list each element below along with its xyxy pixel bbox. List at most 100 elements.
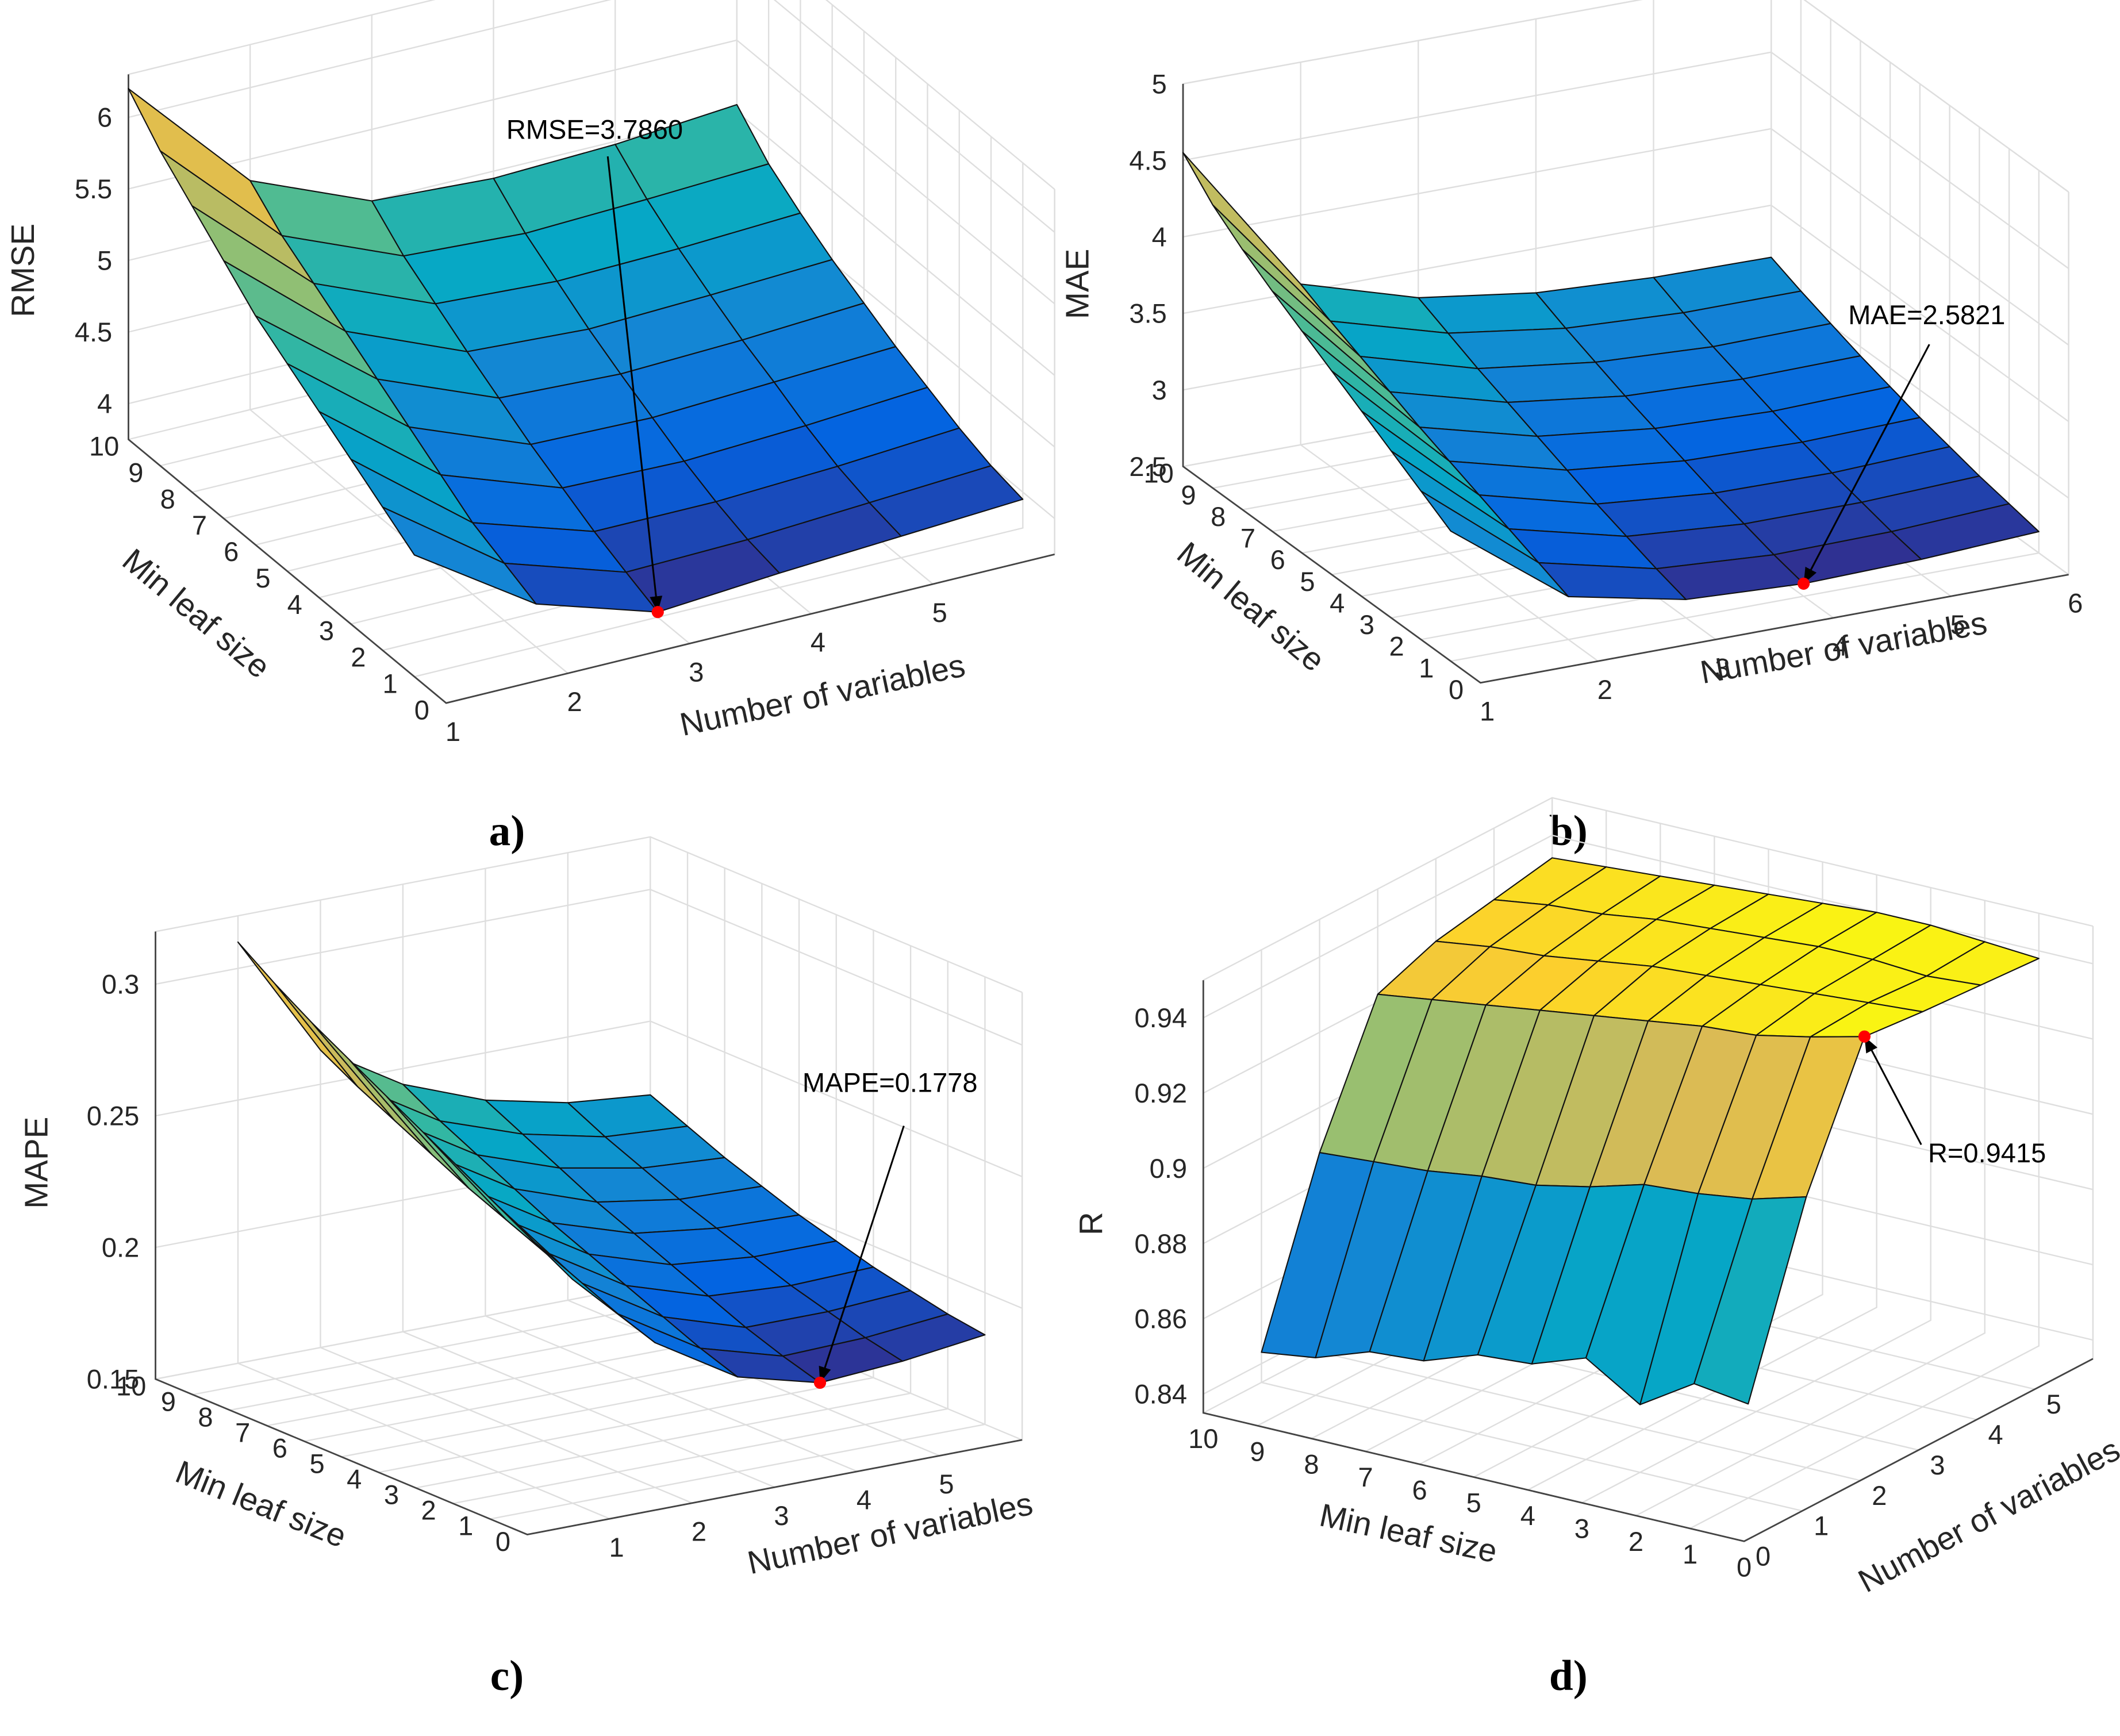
z-tick-label: 4	[97, 389, 112, 419]
y-tick-label: 1	[382, 668, 397, 698]
y-tick-label: 4	[347, 1464, 362, 1495]
y-tick-label: 0	[1449, 674, 1464, 705]
x-tick-label: 1	[445, 716, 460, 747]
x-tick-label: 2	[1597, 674, 1612, 705]
y-tick-label: 5	[1466, 1488, 1481, 1518]
x-tick-label: 3	[689, 656, 704, 687]
z-tick-label: 0.3	[102, 969, 139, 1000]
y-tick-label: 6	[1412, 1474, 1427, 1505]
y-tick-label: 1	[1683, 1539, 1697, 1569]
y-grid-line	[414, 163, 1024, 678]
z-tick-label: 6	[97, 102, 112, 133]
x-tick-label: 3	[1715, 652, 1730, 683]
y-tick-label: 1	[458, 1511, 473, 1541]
x-tick-label: 5	[2046, 1389, 2061, 1419]
panel-label: c)	[490, 1652, 524, 1700]
x-tick-label: 2	[692, 1516, 706, 1547]
z-tick-label: 4.5	[1129, 145, 1166, 175]
x-tick-label: 6	[2068, 587, 2083, 618]
x-tick-label: 5	[932, 597, 947, 628]
annotation-arrow	[819, 1126, 905, 1383]
y-tick-label: 9	[1250, 1436, 1265, 1466]
y-tick-label: 3	[1574, 1513, 1589, 1543]
z-tick-label: 5	[97, 245, 112, 276]
y-tick-label: 8	[160, 483, 175, 514]
x-tick-label: 4	[811, 627, 825, 658]
y-tick-label: 9	[1181, 479, 1196, 510]
z-tick-label: 0.9	[1150, 1153, 1187, 1184]
y-tick-label: 6	[224, 536, 239, 567]
surface-patch	[1693, 1196, 1807, 1405]
x-tick-label: 3	[774, 1500, 789, 1531]
annotation-text: MAPE=0.1778	[802, 1067, 978, 1098]
y-tick-label: 10	[1188, 1423, 1218, 1454]
x-tick-label: 4	[1833, 631, 1848, 662]
surface-patch	[1420, 490, 1569, 598]
x-tick-label: 5	[1950, 609, 1965, 640]
axis-line	[155, 931, 1023, 1536]
x-tick-label: 4	[857, 1485, 871, 1515]
y-tick-label: 1	[1419, 652, 1434, 683]
x-tick-label: 1	[1814, 1511, 1829, 1541]
annotation-text: R=0.9415	[1928, 1138, 2046, 1168]
y-tick-label: 2	[421, 1495, 436, 1526]
z-tick-label: 4.5	[75, 317, 112, 347]
annotation-arrow	[606, 156, 663, 612]
y-tick-label: 5	[255, 563, 270, 593]
y-tick-label: 3	[1359, 609, 1374, 640]
z-axis-label: MAE	[1059, 249, 1095, 319]
y-tick-label: 0	[414, 694, 429, 725]
surface-patch	[535, 1242, 656, 1343]
z-axis-label: R	[1073, 1212, 1109, 1235]
y-tick-label: 10	[1144, 458, 1174, 489]
y-tick-label: 8	[198, 1401, 213, 1432]
annotation-arrow	[1864, 1036, 1922, 1146]
x-tick-label: 0	[1756, 1541, 1770, 1572]
z-axis-label: MAPE	[18, 1117, 54, 1209]
axis-line	[1202, 980, 2094, 1542]
x-tick-label: 1	[1480, 696, 1495, 727]
y-tick-label: 2	[351, 642, 366, 673]
z-tick-label: 2.5	[1129, 451, 1166, 482]
z-tick-label: 5.5	[75, 174, 112, 204]
panel-label: a)	[489, 807, 525, 855]
z-tick-label: 0.15	[87, 1364, 140, 1395]
y-tick-label: 10	[89, 431, 119, 462]
y-tick-label: 3	[384, 1480, 399, 1510]
annotation-point	[1798, 577, 1810, 590]
x-tick-label: 4	[1988, 1419, 2003, 1450]
y-tick-label: 6	[272, 1432, 287, 1463]
y-tick-label: 0	[1737, 1551, 1752, 1582]
x-tick-label: 5	[939, 1469, 954, 1499]
z-tick-label: 0.92	[1135, 1078, 1188, 1108]
panel-label: d)	[1549, 1652, 1588, 1700]
z-tick-label: 4	[1152, 222, 1167, 252]
y-tick-label: 6	[1270, 544, 1285, 575]
panel-label: b)	[1549, 807, 1588, 855]
y-tick-label: 7	[1240, 523, 1255, 554]
surface-patch	[382, 506, 537, 605]
z-tick-label: 5	[1152, 68, 1167, 99]
z-tick-label: 0.25	[87, 1101, 140, 1131]
z-tick-label: 0.86	[1135, 1304, 1188, 1334]
annotation-arrow	[1803, 344, 1930, 585]
y-tick-label: 9	[128, 457, 143, 487]
annotation-point	[813, 1376, 827, 1389]
y-grid-line	[1581, 888, 1931, 1504]
y-tick-label: 5	[1300, 566, 1315, 597]
x-tick-label: 3	[1930, 1450, 1945, 1480]
y-tick-label: 9	[161, 1386, 176, 1416]
axis-line	[128, 74, 1055, 704]
z-tick-label: 0.2	[102, 1232, 139, 1263]
annotation-point	[1858, 1030, 1871, 1043]
annotation-text: MAE=2.5821	[1848, 299, 2005, 330]
z-axis-label: RMSE	[5, 224, 41, 317]
box-edge	[128, 0, 1055, 190]
box-edge	[1182, 0, 2069, 193]
y-tick-label: 5	[309, 1449, 324, 1479]
y-grid-line	[1635, 900, 1985, 1516]
z-tick-label: 3.5	[1129, 298, 1166, 329]
z-tick-label: 0.94	[1135, 1003, 1188, 1033]
y-tick-label: 7	[1358, 1462, 1373, 1492]
